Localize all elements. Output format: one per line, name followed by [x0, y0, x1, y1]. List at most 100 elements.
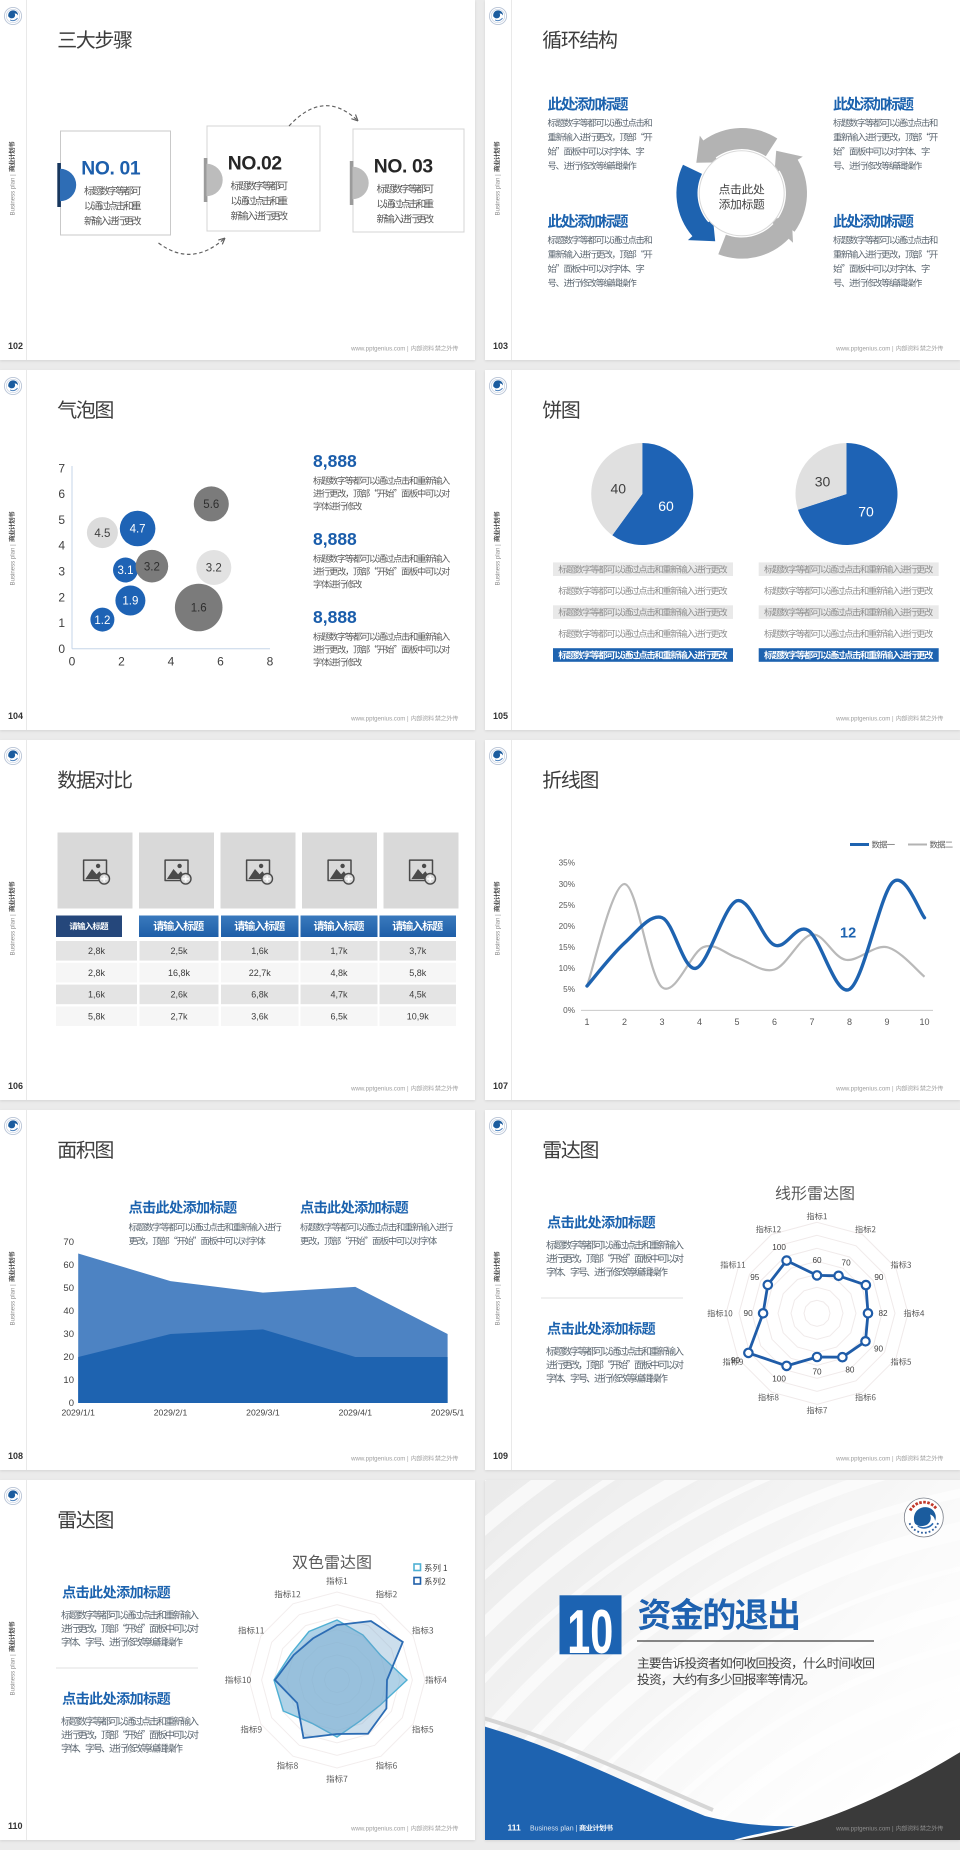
svg-text:3: 3: [659, 1017, 664, 1027]
svg-text:www.pptgenius.com |: www.pptgenius.com |: [835, 1086, 894, 1093]
svg-text:Business plan |: Business plan |: [494, 914, 501, 956]
svg-text:NO. 01: NO. 01: [81, 158, 141, 179]
svg-text:0: 0: [69, 1398, 74, 1409]
svg-text:90: 90: [874, 1344, 884, 1353]
svg-text:1.6: 1.6: [191, 603, 207, 615]
svg-text:6: 6: [217, 654, 224, 668]
svg-text:60: 60: [812, 1256, 822, 1265]
svg-text:30%: 30%: [559, 880, 575, 889]
svg-text:2029/1/1: 2029/1/1: [61, 1408, 95, 1418]
svg-text:40: 40: [63, 1306, 74, 1317]
svg-text:Business plan |: Business plan |: [494, 174, 501, 216]
svg-text:4.7: 4.7: [130, 524, 146, 536]
svg-text:3,6k: 3,6k: [251, 1011, 269, 1021]
svg-text:Business plan |: Business plan |: [530, 1826, 578, 1833]
svg-text:6: 6: [772, 1017, 777, 1027]
svg-text:Business plan |: Business plan |: [9, 174, 16, 216]
svg-text:5,8k: 5,8k: [409, 968, 427, 978]
svg-text:10: 10: [567, 1598, 613, 1667]
svg-text:4: 4: [58, 539, 65, 553]
svg-text:3: 3: [58, 565, 65, 579]
svg-text:5,8k: 5,8k: [88, 1011, 106, 1021]
svg-text:106: 106: [8, 1081, 23, 1091]
svg-text:8,888: 8,888: [313, 529, 357, 549]
svg-text:www.pptgenius.com |: www.pptgenius.com |: [350, 1826, 409, 1833]
svg-text:9: 9: [884, 1017, 889, 1027]
svg-text:2029/5/1: 2029/5/1: [431, 1408, 465, 1418]
svg-text:Business plan |: Business plan |: [494, 544, 501, 586]
svg-text:60: 60: [658, 498, 674, 514]
svg-text:1.2: 1.2: [94, 615, 110, 627]
svg-text:30: 30: [63, 1329, 74, 1340]
svg-text:www.pptgenius.com |: www.pptgenius.com |: [350, 346, 409, 353]
svg-text:2029/4/1: 2029/4/1: [339, 1408, 373, 1418]
svg-text:70: 70: [858, 504, 874, 520]
svg-text:60: 60: [63, 1260, 74, 1271]
svg-text:5%: 5%: [563, 985, 575, 994]
svg-text:1,7k: 1,7k: [330, 946, 348, 956]
svg-text:www.pptgenius.com |: www.pptgenius.com |: [835, 346, 894, 353]
svg-text:22,7k: 22,7k: [249, 968, 272, 978]
svg-text:1: 1: [584, 1017, 589, 1027]
svg-text:8,888: 8,888: [313, 607, 357, 627]
svg-text:1.9: 1.9: [122, 596, 138, 608]
svg-text:107: 107: [493, 1081, 508, 1091]
svg-text:10%: 10%: [559, 964, 575, 973]
svg-text:www.pptgenius.com |: www.pptgenius.com |: [835, 716, 894, 723]
svg-text:4: 4: [168, 654, 175, 668]
svg-text:4,8k: 4,8k: [330, 968, 348, 978]
svg-text:35%: 35%: [559, 859, 575, 868]
svg-text:104: 104: [8, 711, 23, 721]
svg-text:0%: 0%: [563, 1006, 575, 1015]
svg-text:NO.02: NO.02: [228, 153, 282, 174]
svg-text:3.2: 3.2: [206, 563, 222, 575]
svg-text:2029/2/1: 2029/2/1: [154, 1408, 188, 1418]
svg-text:www.pptgenius.com |: www.pptgenius.com |: [835, 1826, 894, 1833]
svg-text:110: 110: [8, 1821, 23, 1831]
svg-text:70: 70: [812, 1368, 822, 1377]
svg-text:www.pptgenius.com |: www.pptgenius.com |: [350, 1086, 409, 1093]
svg-text:80: 80: [845, 1366, 855, 1375]
svg-text:5: 5: [734, 1017, 739, 1027]
svg-text:3.1: 3.1: [118, 565, 134, 577]
svg-text:6: 6: [58, 487, 65, 501]
svg-text:40: 40: [611, 481, 627, 497]
svg-text:100: 100: [772, 1243, 786, 1252]
svg-text:6,8k: 6,8k: [251, 990, 269, 1000]
svg-text:5.6: 5.6: [203, 499, 219, 511]
svg-text:8,888: 8,888: [313, 451, 357, 471]
svg-text:20: 20: [63, 1352, 74, 1363]
svg-text:10: 10: [63, 1375, 74, 1386]
svg-text:2,7k: 2,7k: [170, 1011, 188, 1021]
svg-text:2,8k: 2,8k: [88, 968, 106, 978]
svg-text:10: 10: [919, 1017, 929, 1027]
svg-text:2: 2: [622, 1017, 627, 1027]
svg-text:NO. 03: NO. 03: [374, 156, 434, 177]
svg-text:102: 102: [8, 341, 23, 351]
svg-text:4.5: 4.5: [94, 528, 110, 540]
svg-text:Business plan |: Business plan |: [9, 914, 16, 956]
svg-text:90: 90: [744, 1309, 754, 1318]
svg-text:105: 105: [493, 711, 508, 721]
svg-text:7: 7: [58, 461, 65, 475]
svg-text:Business plan |: Business plan |: [494, 1284, 501, 1326]
svg-text:4,5k: 4,5k: [409, 990, 427, 1000]
svg-text:6,5k: 6,5k: [330, 1011, 348, 1021]
svg-text:1: 1: [58, 616, 65, 630]
svg-text:2,8k: 2,8k: [88, 946, 106, 956]
svg-text:50: 50: [63, 1283, 74, 1294]
svg-text:3.2: 3.2: [144, 561, 160, 573]
svg-text:20%: 20%: [559, 922, 575, 931]
svg-text:8: 8: [847, 1017, 852, 1027]
svg-text:4: 4: [697, 1017, 702, 1027]
svg-text:108: 108: [8, 1451, 23, 1461]
svg-text:2,5k: 2,5k: [170, 946, 188, 956]
svg-text:90: 90: [874, 1273, 884, 1282]
svg-text:2: 2: [58, 590, 65, 604]
svg-text:15%: 15%: [559, 943, 575, 952]
svg-text:2029/3/1: 2029/3/1: [246, 1408, 280, 1418]
svg-text:Business plan |: Business plan |: [9, 1284, 16, 1326]
svg-text:5: 5: [58, 513, 65, 527]
svg-text:100: 100: [772, 1374, 786, 1383]
svg-text:www.pptgenius.com |: www.pptgenius.com |: [350, 1456, 409, 1463]
